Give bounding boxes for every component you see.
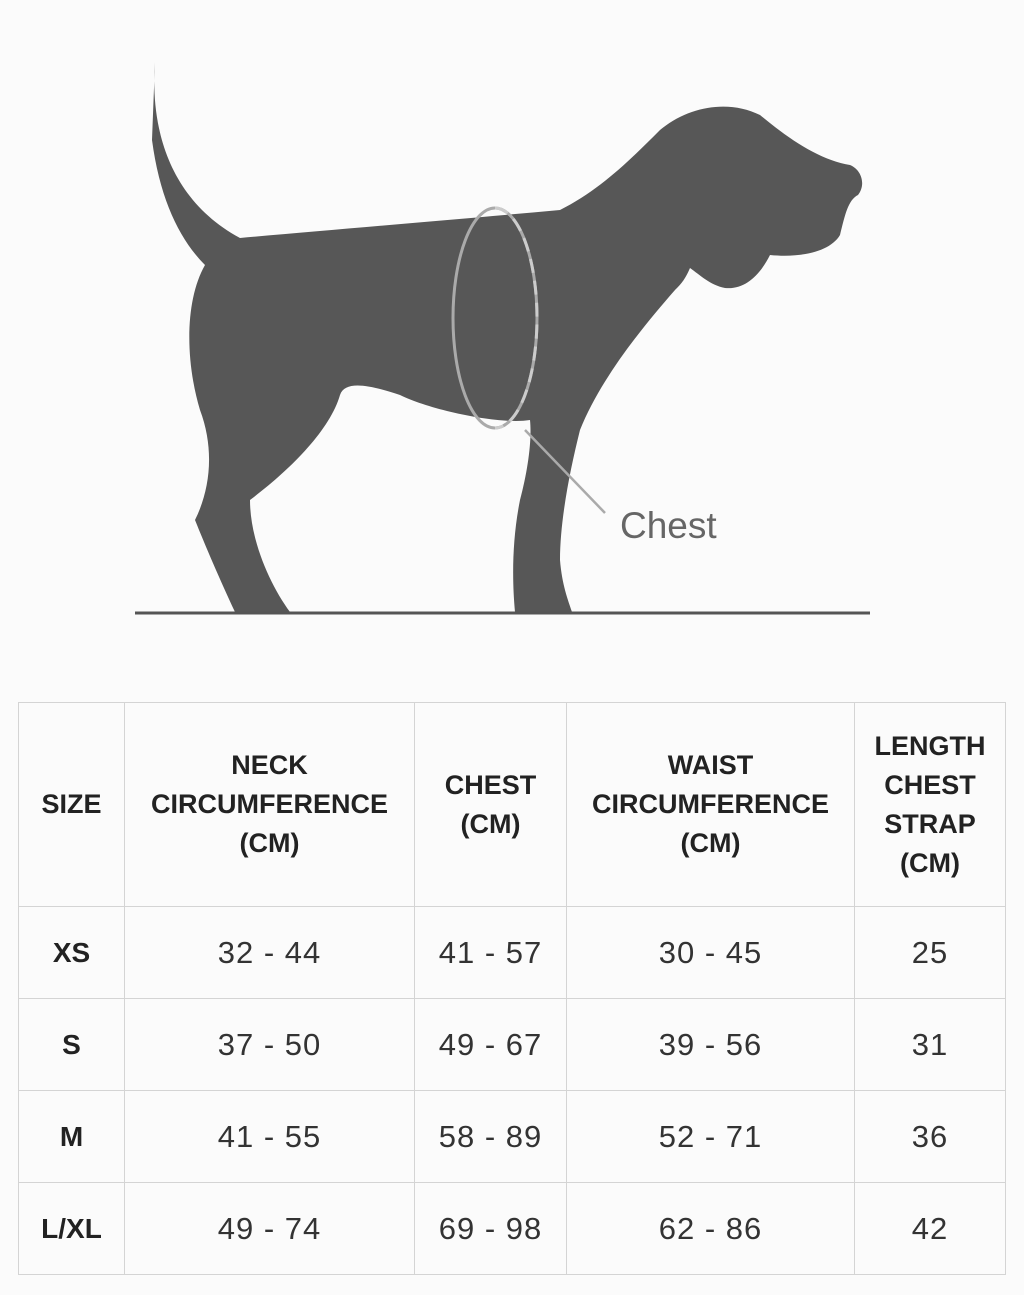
size-cell: XS (18, 906, 125, 999)
header-line: LENGTH (874, 730, 986, 761)
header-line: (CM) (680, 828, 741, 858)
header-line: NECK (231, 750, 308, 780)
table-body: XS 32 - 44 41 - 57 30 - 45 25 S 37 - 50 49 - 67… (18, 906, 1006, 1275)
measure-cell: 31 (854, 998, 1006, 1091)
measure-cell: 41 - 57 (414, 906, 567, 999)
measure-cell: 49 - 67 (414, 998, 567, 1091)
dog-silhouette (152, 62, 863, 612)
table-row: S 37 - 50 49 - 67 39 - 56 31 (18, 998, 1006, 1091)
measure-cell: 36 (854, 1090, 1006, 1183)
measure-cell: 58 - 89 (414, 1090, 567, 1183)
size-cell: M (18, 1090, 125, 1183)
chest-measure-dash (494, 206, 539, 430)
measure-cell: 49 - 74 (124, 1182, 415, 1275)
size-cell: L/XL (18, 1182, 125, 1275)
chest-label: Chest (620, 505, 717, 546)
size-cell: S (18, 998, 125, 1091)
header-line: SIZE (41, 789, 102, 819)
header-line: (CM) (460, 808, 521, 839)
header-line: CHEST (884, 769, 976, 800)
measure-cell: 69 - 98 (414, 1182, 567, 1275)
measure-cell: 30 - 45 (566, 906, 855, 999)
table-row: XS 32 - 44 41 - 57 30 - 45 25 (18, 906, 1006, 999)
header-cell: NECK CIRCUMFERENCE (CM) (124, 702, 415, 907)
measure-cell: 37 - 50 (124, 998, 415, 1091)
header-cell: SIZE (18, 702, 125, 907)
measure-cell: 52 - 71 (566, 1090, 855, 1183)
measure-cell: 42 (854, 1182, 1006, 1275)
size-table: SIZE NECK CIRCUMFERENCE (CM) CHEST (CM) WAIST C… (18, 702, 1006, 1275)
measure-cell: 62 - 86 (566, 1182, 855, 1275)
header-line: CHEST (444, 769, 537, 800)
measure-cell: 41 - 55 (124, 1090, 415, 1183)
header-line: (CM) (900, 847, 960, 878)
header-line: CIRCUMFERENCE (150, 789, 388, 819)
measure-cell: 39 - 56 (566, 998, 855, 1091)
header-line: CIRCUMFERENCE (591, 789, 829, 819)
header-cell: LENGTH CHEST STRAP (CM) (854, 702, 1006, 907)
header-cell: WAIST CIRCUMFERENCE (CM) (566, 702, 855, 907)
chest-leader-line (524, 429, 606, 514)
measure-cell: 25 (854, 906, 1006, 999)
header-line: WAIST (667, 750, 754, 780)
table-row: L/XL 49 - 74 69 - 98 62 - 86 42 (18, 1182, 1006, 1275)
header-line: (CM) (239, 828, 300, 858)
measure-cell: 32 - 44 (124, 906, 415, 999)
dog-illustration: Chest (135, 62, 870, 615)
header-line: STRAP (884, 808, 976, 839)
header-row: SIZE NECK CIRCUMFERENCE (CM) CHEST (CM) WAIST C… (18, 702, 1006, 907)
table-row: M 41 - 55 58 - 89 52 - 71 36 (18, 1090, 1006, 1183)
header-cell: CHEST (CM) (414, 702, 567, 907)
